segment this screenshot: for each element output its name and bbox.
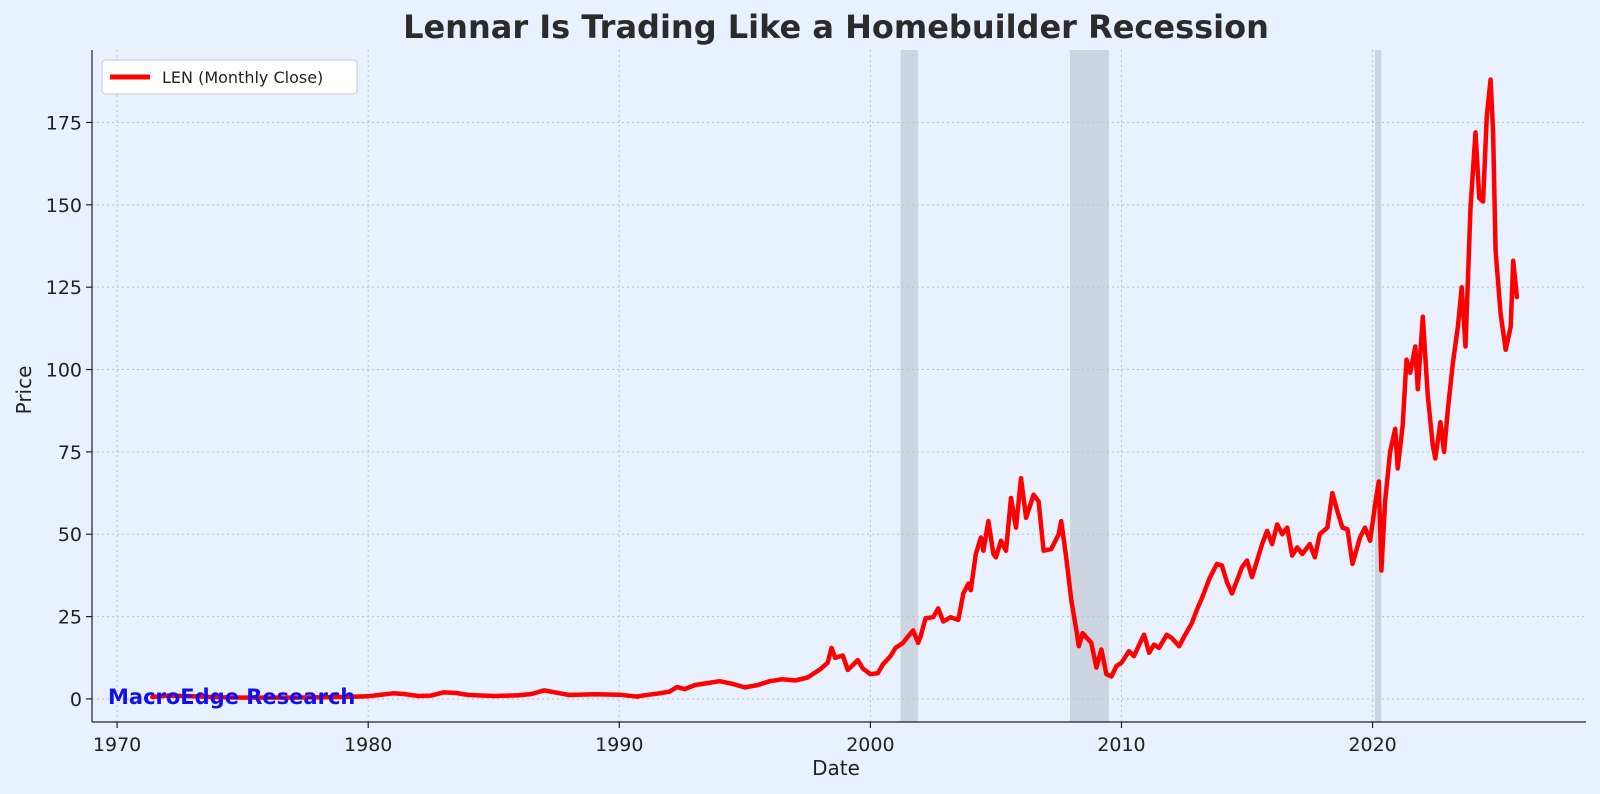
legend: LEN (Monthly Close) [101,59,358,95]
y-tick-label: 0 [70,689,82,711]
y-tick-label: 50 [58,524,82,546]
recession-band [900,50,919,722]
x-tick-label: 2000 [846,734,894,756]
tick-labels: 1970 1980 1990 2000 2010 2020 0 25 50 75 100 125 150… [46,112,1397,756]
x-tick-label: 1990 [595,734,643,756]
x-tick-label: 1980 [344,734,392,756]
legend-box [101,59,358,95]
x-axis-label: Date [812,756,860,780]
legend-entry: LEN (Monthly Close) [162,68,323,87]
y-tick-label: 175 [46,112,82,134]
y-axis-label: Price [12,366,36,415]
y-tick-label: 100 [46,360,82,382]
watermark: MacroEdge Research [108,685,355,709]
axes [86,50,1586,728]
y-tick-label: 150 [46,195,82,217]
series-layer [150,77,1520,700]
x-tick-label: 1970 [93,734,141,756]
x-tick-label: 2020 [1348,734,1396,756]
x-tick-label: 2010 [1097,734,1145,756]
recession-band [1070,50,1109,722]
y-tick-label: 125 [46,277,82,299]
recession-band [1375,50,1382,722]
series-line [150,77,1520,700]
recession-bands [900,50,1382,722]
y-tick-label: 75 [58,442,82,464]
y-tick-label: 25 [58,607,82,629]
chart-title: Lennar Is Trading Like a Homebuilder Rec… [403,8,1269,46]
grid-lines [92,50,1586,722]
